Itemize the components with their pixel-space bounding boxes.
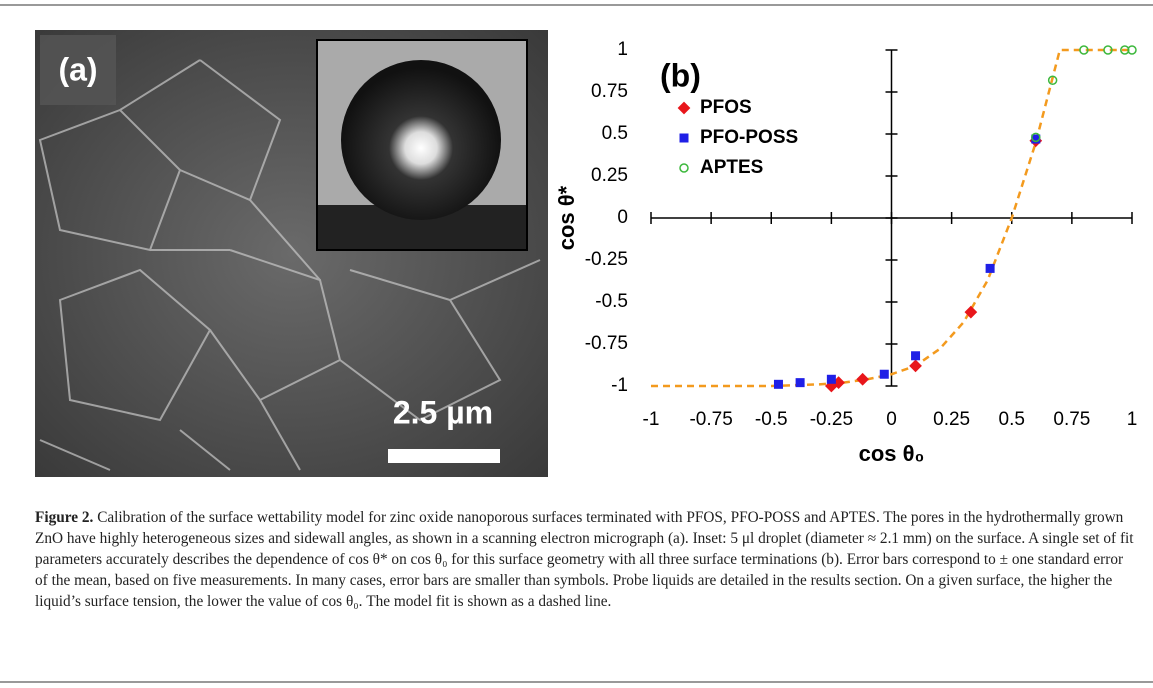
x-tick-label: 0 bbox=[886, 409, 897, 430]
data-point bbox=[911, 351, 921, 361]
x-tick-label: 0.75 bbox=[1053, 409, 1090, 430]
legend-label: APTES bbox=[700, 157, 763, 178]
data-point bbox=[909, 359, 922, 373]
x-tick-label: 0.5 bbox=[999, 409, 1025, 430]
y-tick-label: -0.25 bbox=[585, 249, 628, 270]
y-tick-label: -0.5 bbox=[595, 291, 628, 312]
caption-label: Figure 2. bbox=[35, 509, 94, 526]
y-tick-label: 0.5 bbox=[602, 123, 628, 144]
panel-label: (a) bbox=[58, 51, 97, 87]
legend-marker bbox=[679, 133, 689, 143]
caption: Figure 2. Calibration of the surface wet… bbox=[35, 507, 1135, 612]
x-tick-label: -0.25 bbox=[810, 409, 853, 430]
data-point bbox=[1031, 134, 1041, 144]
panel-label: (b) bbox=[660, 57, 701, 93]
legend-label: PFOS bbox=[700, 97, 752, 118]
data-point bbox=[856, 372, 870, 386]
y-tick-label: -1 bbox=[611, 375, 628, 396]
data-point bbox=[1103, 45, 1113, 55]
x-axis-label: cos θ₀ bbox=[859, 441, 925, 466]
legend-label: PFO-POSS bbox=[700, 127, 798, 148]
sem-image: (a) 2.5 µm bbox=[35, 30, 548, 477]
y-tick-label: 1 bbox=[617, 39, 628, 60]
x-tick-label: 1 bbox=[1127, 409, 1138, 430]
x-tick-label: 0.25 bbox=[933, 409, 970, 430]
y-tick-label: 0 bbox=[617, 207, 628, 228]
y-tick-label: -0.75 bbox=[585, 333, 628, 354]
droplet bbox=[341, 60, 501, 220]
y-tick-label: 0.25 bbox=[591, 165, 628, 186]
data-point bbox=[1047, 75, 1058, 85]
data-point bbox=[879, 369, 889, 379]
caption-text: Calibration of the surface wettability m… bbox=[35, 509, 1134, 610]
data-point bbox=[985, 263, 995, 273]
fit-line bbox=[651, 48, 1132, 388]
data-point bbox=[1120, 45, 1130, 55]
data-point bbox=[1127, 45, 1137, 55]
scale-bar-label: 2.5 µm bbox=[393, 394, 493, 430]
legend-marker bbox=[677, 101, 691, 115]
chart: -1 -0.75 -0.5 -0.25 0 0.25 0.5 0.75 1 -1 -0.75 -0.5… bbox=[554, 39, 1137, 466]
data-point bbox=[1031, 132, 1041, 143]
y-tick-label: 0.75 bbox=[591, 81, 628, 102]
data-point bbox=[795, 378, 805, 388]
x-tick-label: -0.5 bbox=[755, 409, 788, 430]
x-tick-label: -0.75 bbox=[689, 409, 732, 430]
legend-marker bbox=[679, 163, 689, 173]
x-tick-label: -1 bbox=[643, 409, 660, 430]
data-point bbox=[826, 374, 836, 384]
data-point bbox=[1079, 45, 1089, 55]
data-point bbox=[773, 379, 783, 389]
scale-bar bbox=[388, 449, 500, 463]
y-axis-label: cos θ* bbox=[554, 185, 579, 250]
